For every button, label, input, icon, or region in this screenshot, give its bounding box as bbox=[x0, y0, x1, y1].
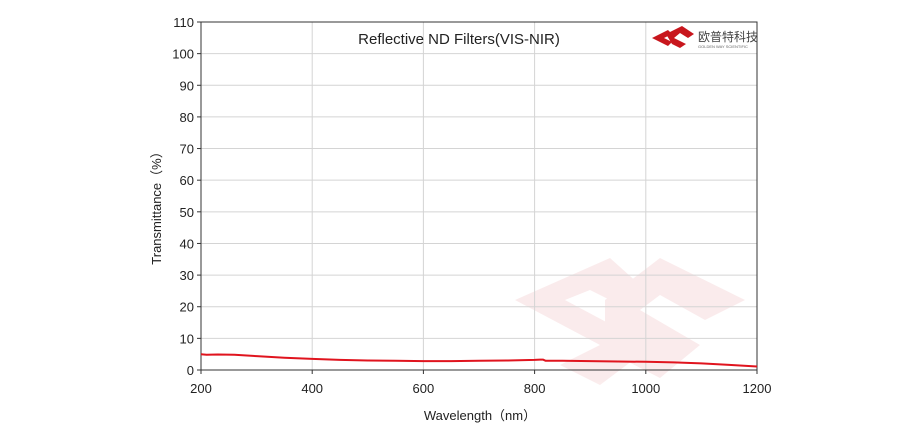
y-tick-label: 0 bbox=[187, 363, 194, 378]
x-tick-label: 800 bbox=[524, 381, 546, 396]
x-axis-label: Wavelength（nm） bbox=[424, 408, 536, 423]
y-tick-label: 80 bbox=[180, 110, 194, 125]
watermark-logo bbox=[515, 258, 745, 385]
y-tick-label: 70 bbox=[180, 142, 194, 157]
y-tick-label: 60 bbox=[180, 173, 194, 188]
y-tick-label: 100 bbox=[172, 47, 194, 62]
x-tick-label: 1000 bbox=[631, 381, 660, 396]
x-tick-label: 400 bbox=[301, 381, 323, 396]
tick-labels: 0 10 20 30 40 50 60 70 80 90 100 110 200 400 600 800 100… bbox=[172, 15, 771, 396]
grid bbox=[200, 21, 758, 371]
y-tick-label: 90 bbox=[180, 78, 194, 93]
y-tick-label: 10 bbox=[180, 331, 194, 346]
y-tick-label: 20 bbox=[180, 300, 194, 315]
x-tick-label: 600 bbox=[413, 381, 435, 396]
axes bbox=[197, 21, 758, 374]
y-tick-label: 50 bbox=[180, 205, 194, 220]
series-layer bbox=[200, 353, 758, 368]
y-axis-label: Transmittance（%） bbox=[149, 145, 164, 264]
x-tick-label: 1200 bbox=[743, 381, 772, 396]
x-tick-label: 200 bbox=[190, 381, 212, 396]
chart-title: Reflective ND Filters(VIS-NIR) bbox=[358, 31, 560, 48]
logo-text-cn: 欧普特科技 bbox=[698, 29, 758, 44]
y-tick-label: 40 bbox=[180, 236, 194, 251]
y-tick-label: 110 bbox=[173, 15, 194, 30]
y-tick-label: 30 bbox=[180, 268, 194, 283]
logo-text-en: GOLDEN WAY SCIENTIFIC bbox=[698, 44, 748, 49]
series-line bbox=[200, 353, 758, 368]
company-logo: 欧普特科技 GOLDEN WAY SCIENTIFIC bbox=[652, 26, 758, 49]
logo-mark-icon bbox=[652, 26, 694, 48]
plot-frame bbox=[200, 21, 758, 371]
